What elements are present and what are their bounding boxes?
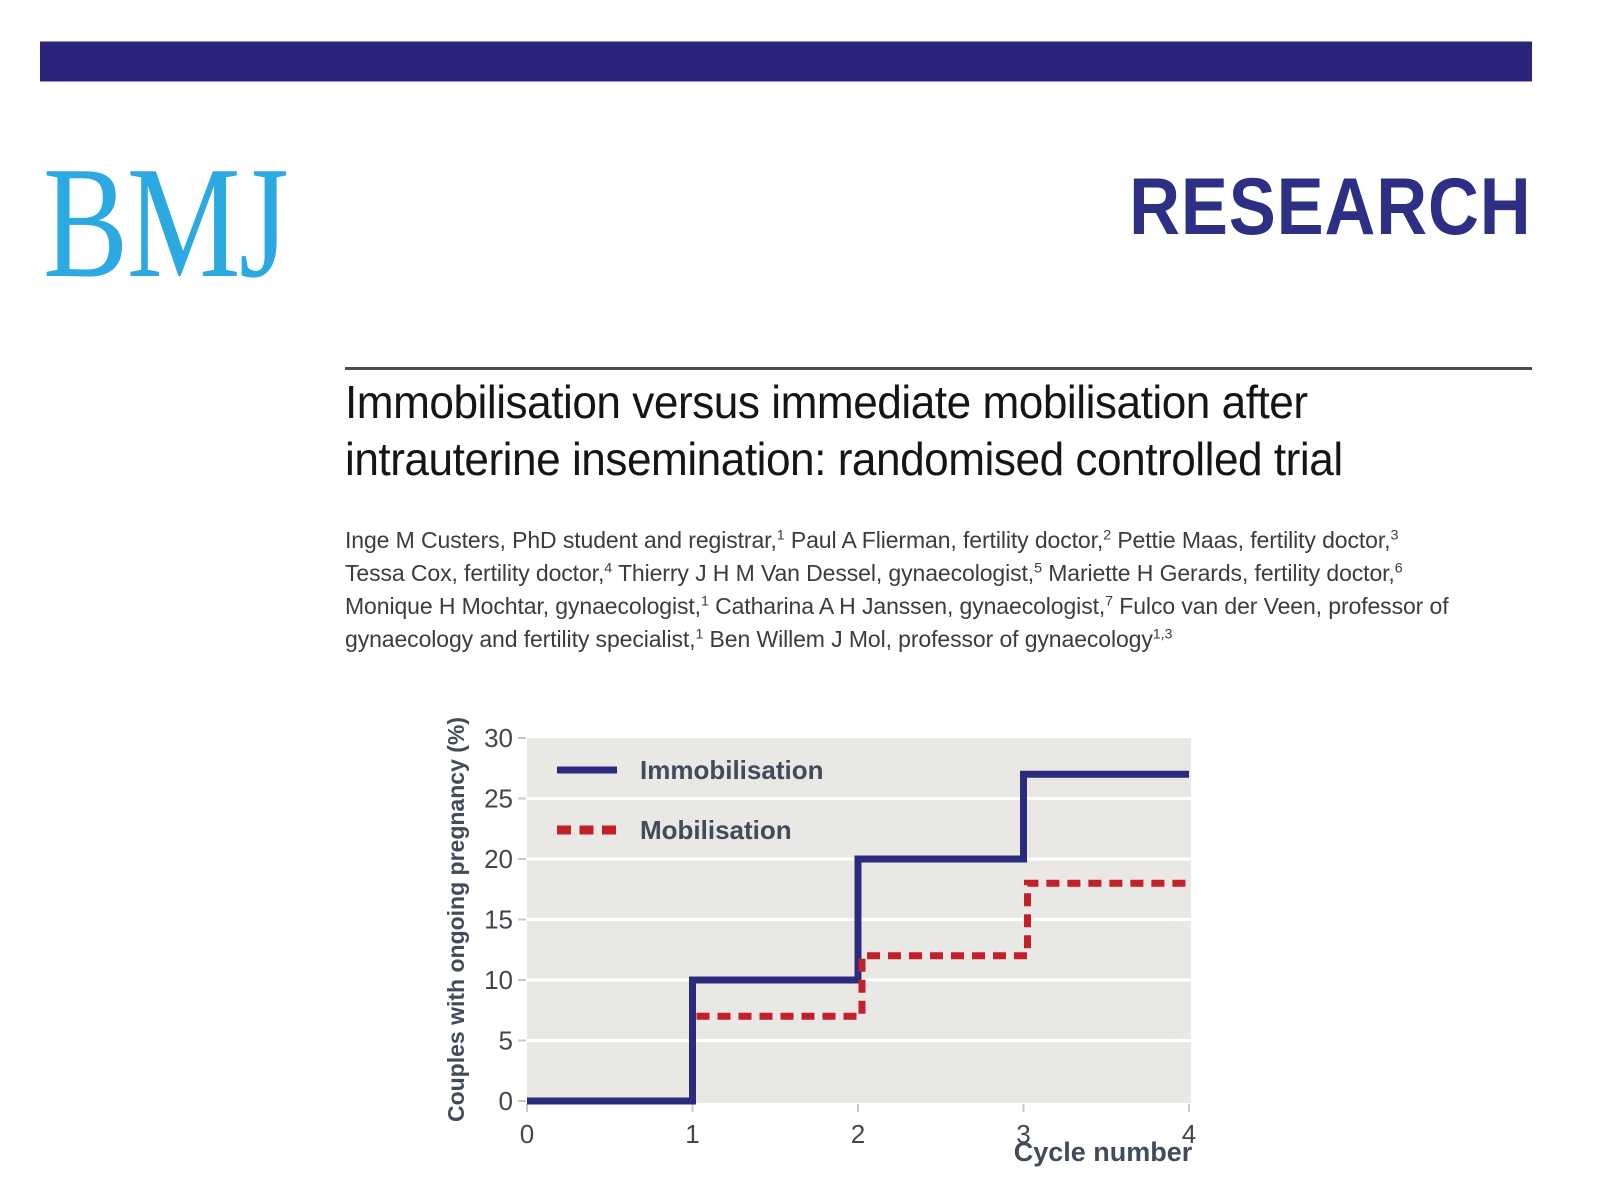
author-affiliation-ref: 3: [1390, 527, 1399, 544]
y-tick-label: 30: [484, 723, 513, 753]
article-title-line-2: intrauterine insemination: randomised co…: [345, 433, 1343, 485]
x-tick-label: 4: [1182, 1119, 1196, 1149]
y-tick-label: 25: [484, 784, 513, 814]
section-label: RESEARCH: [1129, 162, 1532, 252]
author-list: Inge M Custers, PhD student and registra…: [345, 524, 1535, 656]
author-line-4: gynaecology and fertility specialist,1 B…: [345, 626, 1173, 652]
masthead-banner: [40, 41, 1532, 82]
author-affiliation-ref: 7: [1105, 593, 1113, 610]
legend-label-mobilisation: Mobilisation: [640, 815, 792, 845]
bmj-logo: BMJ: [43, 133, 289, 311]
author-line-1: Inge M Custers, PhD student and registra…: [345, 527, 1399, 553]
y-tick-label: 5: [499, 1026, 513, 1056]
y-tick-label: 20: [484, 844, 513, 874]
author-affiliation-ref: 4: [604, 560, 613, 577]
x-tick-label: 2: [851, 1119, 865, 1149]
series-line-immobilisation: [527, 770, 1189, 1105]
y-tick-label: 10: [484, 965, 513, 995]
article-title: Immobilisation versus immediate mobilisa…: [345, 374, 1545, 488]
author-affiliation-ref: 1: [776, 527, 785, 544]
y-tick-label: 0: [499, 1086, 513, 1116]
author-affiliation-ref: 1,3: [1152, 626, 1173, 643]
author-affiliation-ref: 6: [1394, 560, 1403, 577]
x-axis-label: Cycle number: [1014, 1137, 1193, 1167]
y-tick-label: 15: [484, 905, 513, 935]
author-affiliation-ref: 1: [700, 593, 709, 610]
x-tick-label: 3: [1016, 1119, 1030, 1149]
legend-label-immobilisation: Immobilisation: [640, 755, 823, 785]
series-line-mobilisation: [696, 879, 1189, 1020]
title-divider: [345, 367, 1532, 370]
author-line-3: Monique H Mochtar, gynaecologist,1 Catha…: [345, 593, 1449, 619]
author-line-2: Tessa Cox, fertility doctor,4 Thierry J …: [345, 560, 1403, 586]
x-tick-label: 1: [685, 1119, 699, 1149]
x-tick-label: 0: [520, 1119, 534, 1149]
author-affiliation-ref: 1: [695, 626, 704, 643]
y-axis-label: Couples with ongoing pregnancy (%): [443, 717, 469, 1122]
author-affiliation-ref: 2: [1103, 527, 1112, 544]
author-affiliation-ref: 5: [1034, 560, 1042, 577]
article-title-line-1: Immobilisation versus immediate mobilisa…: [345, 376, 1308, 428]
